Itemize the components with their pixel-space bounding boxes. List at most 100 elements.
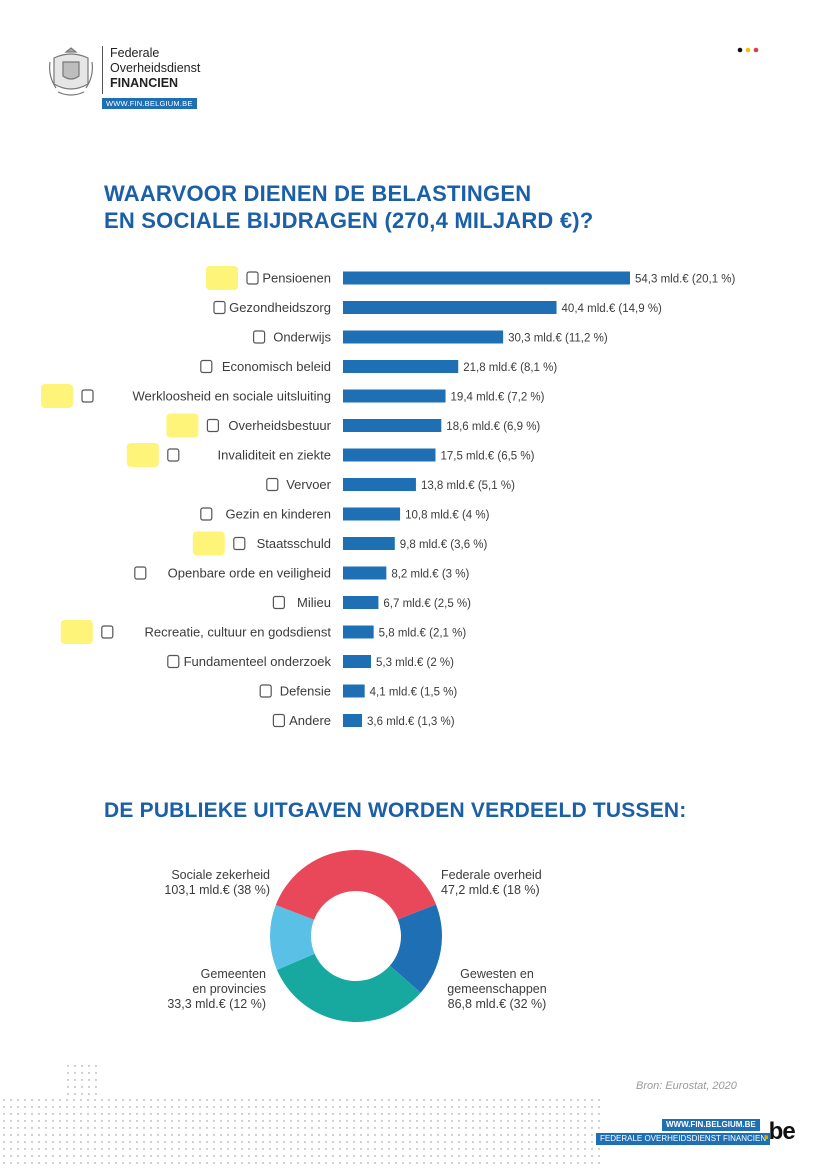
grid-dot [297,1120,299,1122]
grid-dot [500,1141,502,1143]
grid-dot [493,1099,495,1101]
bar-category-label: Overheidsbestuur [228,418,331,433]
grid-dot [87,1099,89,1101]
grid-dot [45,1099,47,1101]
grid-dot [388,1099,390,1101]
grid-dot [150,1141,152,1143]
grid-dot [479,1120,481,1122]
grid-dot [17,1127,19,1129]
source-note: Bron: Eurostat, 2020 [636,1080,737,1092]
grid-dot [276,1148,278,1150]
grid-dot [535,1120,537,1122]
grid-dot [472,1106,474,1108]
grid-dot [402,1120,404,1122]
grid-dot [171,1120,173,1122]
grid-dot [311,1127,313,1129]
grid-dot [493,1120,495,1122]
grid-dot [416,1148,418,1150]
police-officer-icon [134,566,147,580]
grid-dot [402,1162,404,1164]
grid-dot [220,1134,222,1136]
grid-dot [521,1148,523,1150]
grid-dot [95,1072,97,1074]
grid-dot [95,1065,97,1067]
grid-dot [416,1127,418,1129]
grid-dot [122,1099,124,1101]
grid-dot [339,1134,341,1136]
grid-dot [409,1162,411,1164]
grid-dot [143,1120,145,1122]
grid-dot [94,1120,96,1122]
grid-dot [381,1148,383,1150]
grid-dot [157,1127,159,1129]
grid-dot [3,1113,5,1115]
grid-dot [486,1120,488,1122]
grid-dot [66,1155,68,1157]
grid-dot [451,1148,453,1150]
bar-value-label: 3,6 mld.€ (1,3 %) [367,716,455,728]
grid-dot [192,1155,194,1157]
grid-dot [591,1120,593,1122]
grid-dot [108,1106,110,1108]
grid-dot [479,1134,481,1136]
grid-dot [115,1106,117,1108]
grid-dot [150,1120,152,1122]
grid-dot [409,1120,411,1122]
grid-dot [493,1141,495,1143]
grid-dot [535,1148,537,1150]
grid-dot [31,1113,33,1115]
chart-title: WAARVOOR DIENEN DE BELASTINGEN EN SOCIAL… [104,180,664,234]
org-name-line3: FINANCIEN [110,76,179,90]
grid-dot [283,1148,285,1150]
bar-category-label: Invaliditeit en ziekte [218,448,331,463]
grid-dot [402,1141,404,1143]
grid-dot [458,1162,460,1164]
grid-dot [549,1127,551,1129]
grid-dot [297,1127,299,1129]
grid-dot [143,1099,145,1101]
grid-dot [227,1127,229,1129]
grid-dot [234,1127,236,1129]
grid-dot [101,1148,103,1150]
donut-label-federale-overheid: Federale overheid 47,2 mld.€ (18 %) [441,868,571,898]
grid-dot [150,1099,152,1101]
grid-dot [108,1099,110,1101]
grid-dot [115,1113,117,1115]
grid-dot [528,1120,530,1122]
grid-dot [157,1106,159,1108]
grid-dot [269,1141,271,1143]
grid-dot [164,1127,166,1129]
donut-slice-federale-overheid [389,904,442,993]
grid-dot [402,1134,404,1136]
grid-dot [528,1141,530,1143]
grid-dot [402,1106,404,1108]
grid-dot [514,1141,516,1143]
grid-dot [66,1141,68,1143]
grid-dot [3,1120,5,1122]
grid-dot [465,1127,467,1129]
grid-dot [409,1134,411,1136]
grid-dot [276,1113,278,1115]
grid-dot [81,1065,83,1067]
grid-dot [514,1106,516,1108]
grid-dot [66,1120,68,1122]
grid-dot [10,1127,12,1129]
footer-url-link[interactable]: WWW.FIN.BELGIUM.BE [662,1119,760,1131]
header-url-link[interactable]: WWW.FIN.BELGIUM.BE [102,98,197,109]
grid-dot [171,1155,173,1157]
donut-label-gemeenten: Gemeenten en provincies 33,3 mld.€ (12 %… [150,967,266,1012]
grid-dot [38,1106,40,1108]
grid-dot [31,1106,33,1108]
grid-dot [129,1134,131,1136]
grid-dot [108,1162,110,1164]
grid-dot [542,1099,544,1101]
grid-dot [346,1134,348,1136]
grid-dot [150,1162,152,1164]
grid-dot [339,1148,341,1150]
grid-dot [24,1148,26,1150]
grid-dot [304,1141,306,1143]
grid-dot [528,1106,530,1108]
grid-dot [94,1127,96,1129]
grid-dot [10,1099,12,1101]
grid-dot [584,1141,586,1143]
